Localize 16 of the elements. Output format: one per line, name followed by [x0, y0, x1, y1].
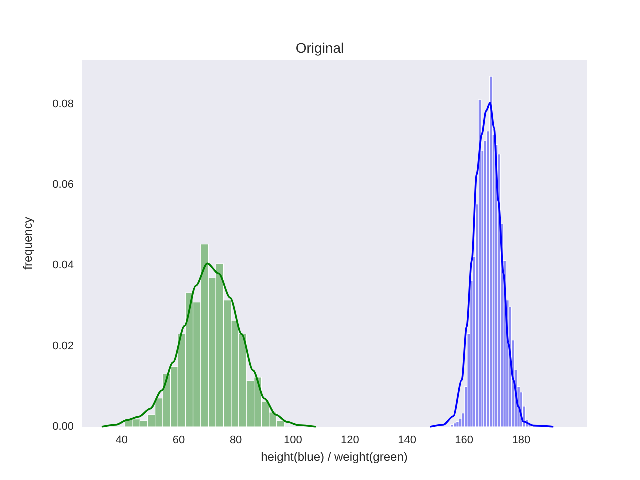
x-tick-label: 80 — [230, 434, 242, 446]
y-axis-title: frequency — [21, 217, 35, 270]
y-tick-label: 0.08 — [52, 98, 74, 110]
x-axis-title: height(blue) / weight(green) — [261, 450, 408, 464]
x-tick-label: 100 — [284, 434, 302, 446]
y-tick-label: 0.00 — [52, 421, 74, 433]
y-tick-label: 0.06 — [52, 179, 74, 192]
x-tick-label: 160 — [455, 434, 474, 446]
y-tick-label: 0.02 — [52, 340, 74, 352]
y-tick-label: 0.04 — [52, 260, 74, 272]
x-tick-label: 180 — [512, 434, 531, 446]
x-tick-label: 40 — [116, 434, 128, 446]
x-tick-label: 140 — [398, 434, 416, 446]
x-tick-label: 120 — [341, 434, 360, 446]
chart-title: Original — [296, 40, 344, 56]
x-tick-label: 60 — [172, 434, 186, 446]
